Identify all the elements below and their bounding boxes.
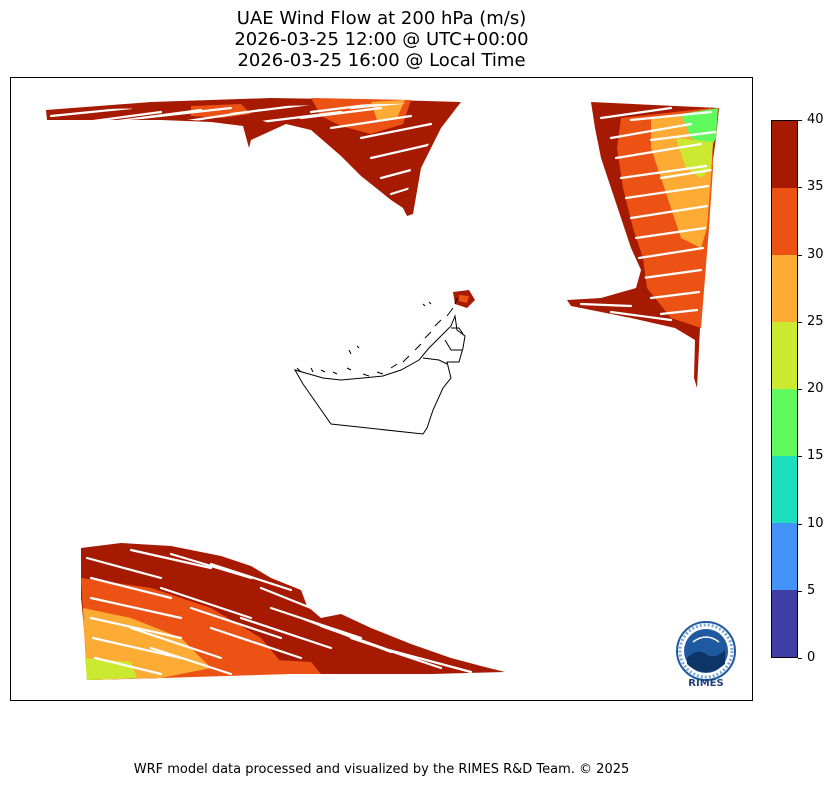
colorbar-tick: 40: [798, 113, 835, 127]
south-wind-vectors: [85, 548, 473, 676]
oman-musandam-line: [422, 327, 464, 365]
colorbar-tick: 30: [798, 247, 835, 262]
north-wind-vectors: [49, 100, 717, 322]
colorbar-ticks: 0 5 10 15 20 25 30 35 40: [798, 113, 835, 665]
colorbar-segment-5-10: [772, 523, 797, 590]
colorbar-tick: 0: [798, 651, 835, 665]
colorbar-tick: 10: [798, 516, 835, 531]
colorbar-segment-20-25: [772, 322, 797, 389]
south-field-orange-patch: [241, 658, 321, 674]
colorbar-tick: 15: [798, 449, 835, 463]
title-line-2: 2026-03-25 12:00 @ UTC+00:00: [234, 29, 529, 50]
uae-coast-islands: [296, 297, 458, 377]
rimes-logo: RIMES: [673, 620, 739, 689]
chart-title: UAE Wind Flow at 200 hPa (m/s) 2026-03-2…: [10, 8, 753, 71]
colorbar-segment-0-5: [772, 590, 797, 657]
uae-outline: [293, 314, 466, 435]
qatar-patch-inner: [459, 295, 469, 303]
colorbar-tick: 25: [798, 314, 835, 329]
colorbar-segment-25-30: [772, 255, 797, 322]
title-line-1: UAE Wind Flow at 200 hPa (m/s): [236, 8, 527, 29]
north-field-yellowgreen: [676, 138, 713, 178]
rimes-logo-icon: RIMES: [676, 621, 736, 689]
colorbar-tick: 5: [798, 583, 835, 598]
logo-wordmark: RIMES: [688, 678, 723, 688]
colorbar-segment-30-35: [772, 188, 797, 255]
colorbar-tick: 20: [798, 382, 835, 396]
colorbar-segment-10-15: [772, 456, 797, 523]
south-field-yellowgreen: [85, 658, 137, 680]
uae-boundary: [293, 297, 466, 435]
colorbar-tick: 35: [798, 180, 835, 194]
title-line-3: 2026-03-25 16:00 @ Local Time: [237, 50, 526, 71]
colorbar-segment-15-20: [772, 389, 797, 456]
map-panel: [10, 77, 753, 701]
colorbar: [771, 120, 798, 658]
footer-credit: WRF model data processed and visualized …: [133, 762, 630, 777]
north-field-orange-patch-3: [651, 274, 701, 318]
south-wind-field: [81, 543, 505, 680]
colorbar-segment-35-40: [772, 121, 797, 188]
north-field-green: [681, 108, 718, 148]
wind-map-svg: [46, 98, 719, 680]
north-wind-field: [46, 98, 719, 388]
